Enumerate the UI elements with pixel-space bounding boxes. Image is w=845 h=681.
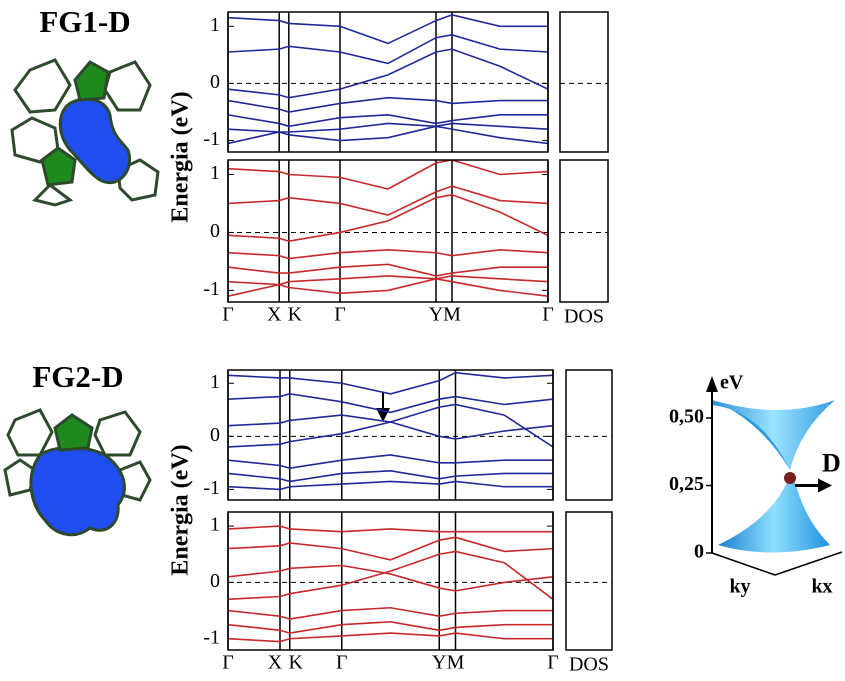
x-tick-label: X [267,304,282,326]
band-line [228,264,548,276]
y-tick-label: 1 [210,514,220,536]
x-tick-label: K [288,304,303,326]
band-line [228,123,548,132]
dirac-arrow [376,392,390,422]
panel-frame [228,12,548,152]
dos-label: DOS [569,654,609,676]
x-tick-label: Γ [334,304,346,326]
x-tick-label: Γ [222,304,234,326]
x-tick-label: Γ [542,304,554,326]
panel-frame [228,370,553,500]
x-tick-label: M [443,304,461,326]
y-tick-label: 0 [210,570,220,592]
band-line [228,276,548,285]
y-tick-label: 1 [210,162,220,184]
y-tick-label: 0 [210,220,220,242]
band-line [228,471,553,482]
band-line [228,373,553,394]
z-tick-label: 0,50 [669,406,704,428]
band-line [228,49,548,98]
panel-frame [228,160,548,302]
band-line [228,250,548,259]
ky-label: ky [729,576,750,598]
band-line [228,537,553,560]
annotation-label: D [822,448,841,477]
band-line [228,404,553,446]
y-tick-label: 0 [210,424,220,446]
band-line [228,126,548,143]
molecule-fg1 [12,60,158,205]
y-tick-label: -1 [203,626,220,648]
y-axis-label: Energia (eV) [168,444,194,575]
x-tick-label: Γ [547,652,559,674]
panel-title: FG1-D [39,4,130,39]
dos-frame [566,370,612,500]
x-tick-label: Y [429,304,443,326]
z-axis-label: eV [720,372,744,394]
band-line [228,35,548,64]
band-line [228,608,553,619]
x-tick-label: K [289,652,304,674]
band-line [228,115,548,126]
band-line [228,195,548,241]
x-tick-label: M [447,652,465,674]
bands [228,15,548,144]
band-line [228,566,553,591]
dos-label: DOS [564,306,604,328]
band-line [228,551,553,599]
y-tick-label: 1 [210,14,220,36]
x-tick-label: Γ [336,652,348,674]
bands [228,526,553,641]
y-tick-label: -1 [203,128,220,150]
band-line [228,481,553,489]
band-line [228,15,548,44]
band-line [228,186,548,215]
band-line [228,394,553,413]
x-tick-label: X [268,652,283,674]
band-line [228,526,553,532]
y-tick-label: -1 [203,477,220,499]
bands [228,373,553,490]
band-line [228,633,553,641]
dos-frame [560,12,608,152]
figure: FG1-DEnergia (eV)-101-101ΓXKΓYMΓDOSFG2-D… [0,0,845,681]
x-tick-label: Y [432,652,446,674]
band-line [228,622,553,633]
y-tick-label: 1 [210,371,220,393]
dos-frame [560,160,608,302]
y-axis-label: Energia (eV) [168,91,194,222]
panel-title: FG2-D [32,359,123,394]
band-line [228,98,548,112]
band-line [228,279,548,296]
y-tick-label: 0 [210,71,220,93]
z-tick-label: 0,25 [669,473,704,495]
kx-label: kx [811,576,832,598]
band-line [228,455,553,468]
bands [228,160,548,296]
annotation-arrowhead [818,479,832,493]
y-tick-label: -1 [203,278,220,300]
dos-frame [566,512,612,650]
molecule-fg2 [5,410,150,535]
z-tick-label: 0 [694,541,704,563]
x-tick-label: Γ [222,652,234,674]
band-line [228,160,548,189]
band-line [228,415,553,439]
